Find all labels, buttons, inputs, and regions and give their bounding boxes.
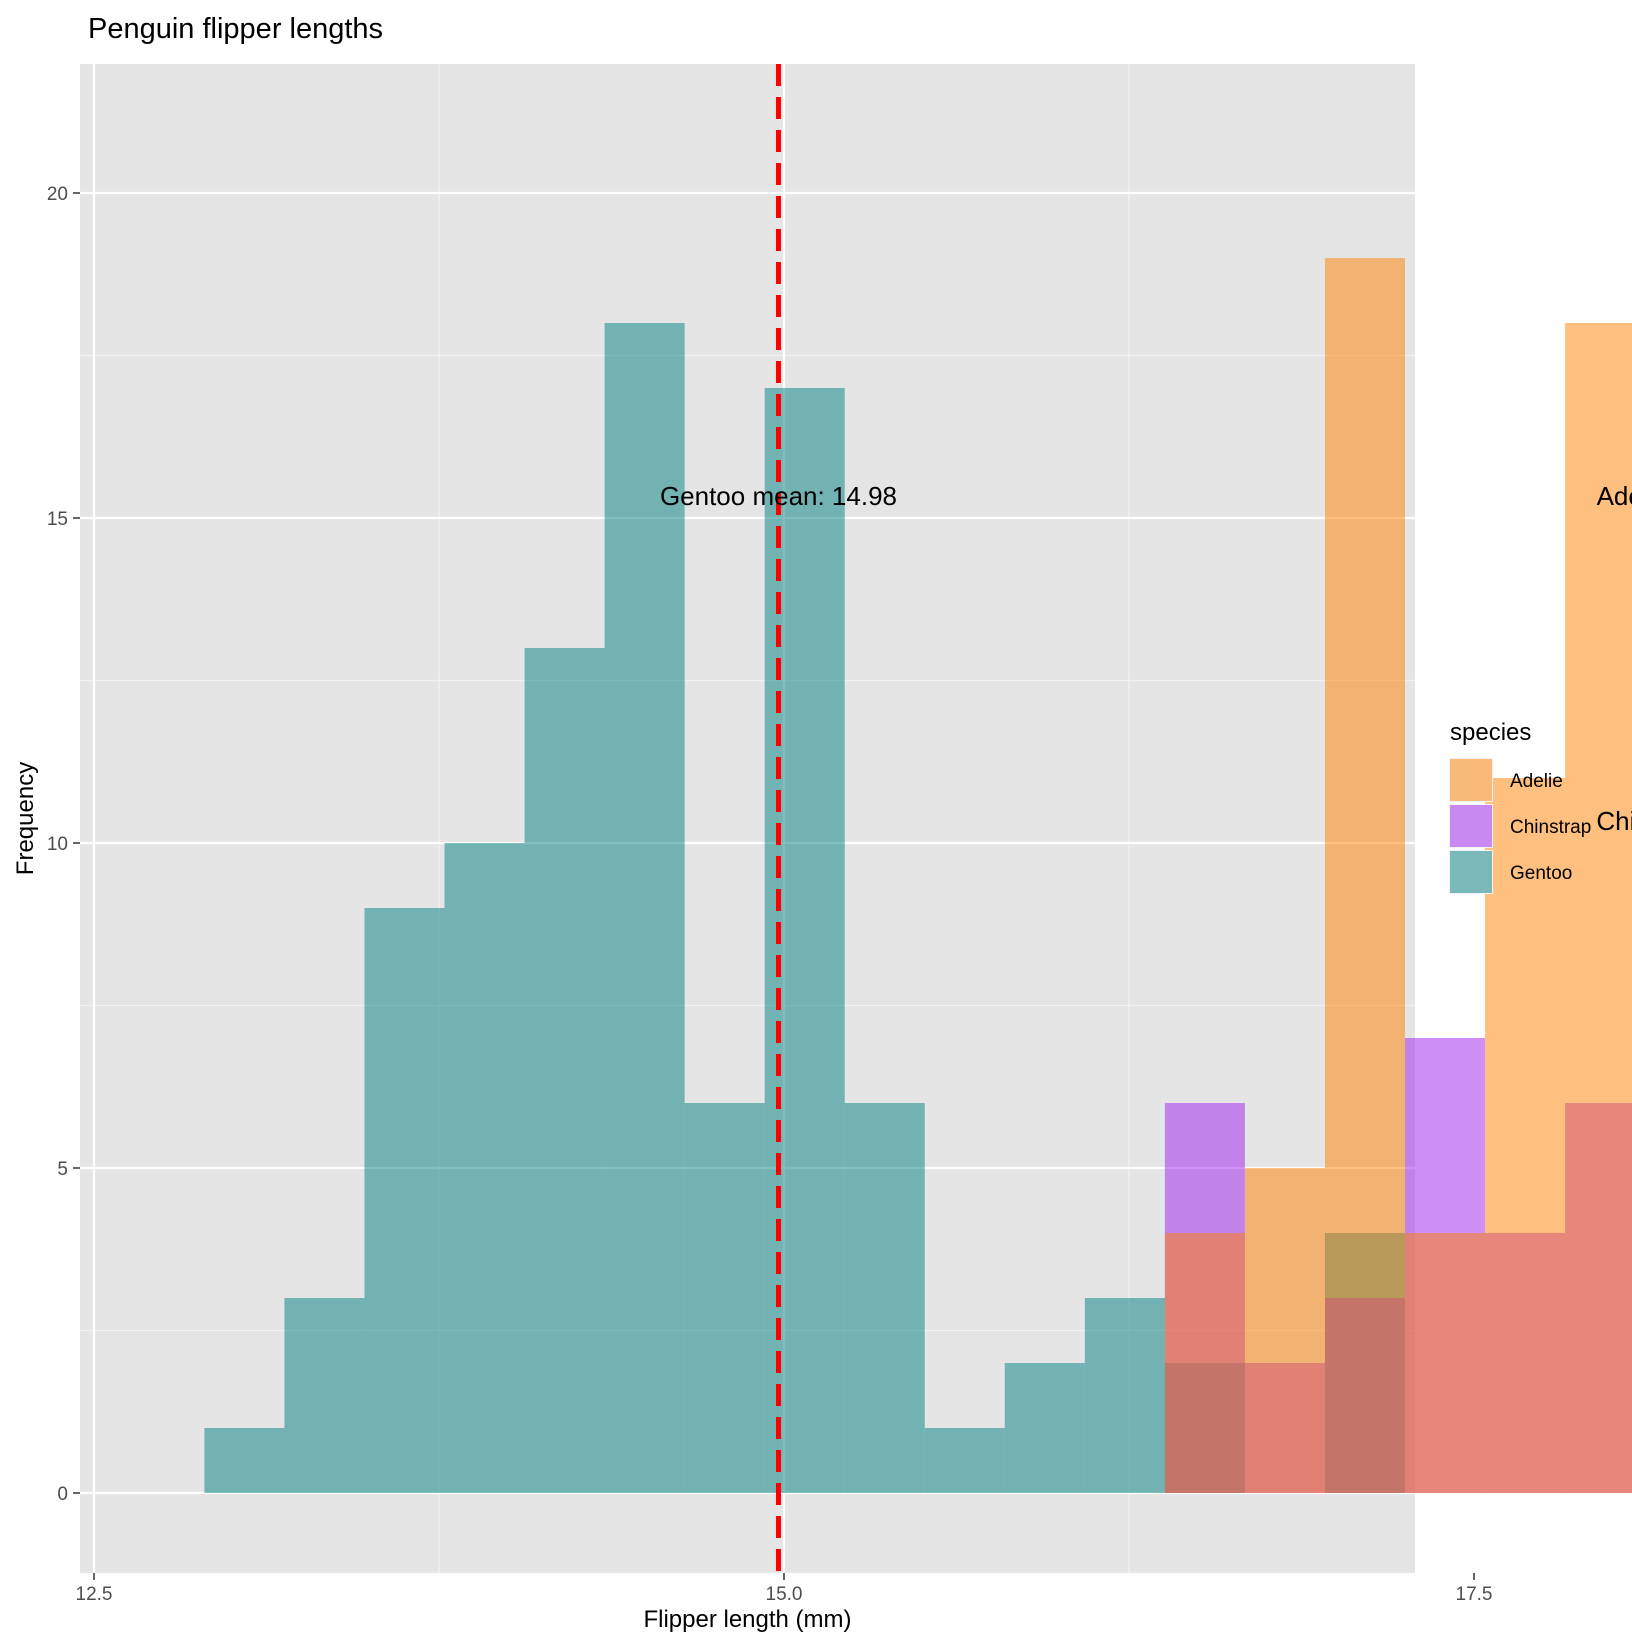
bar-gentoo (204, 1428, 285, 1493)
y-axis: 0 5 10 15 20 (47, 184, 80, 1505)
x-tick-label: 12.5 (76, 1584, 113, 1605)
bar-adelie (1164, 1233, 1245, 1493)
y-tick-label: 0 (57, 1484, 68, 1505)
bar-adelie (1244, 1168, 1325, 1493)
legend-swatch-gentoo (1450, 851, 1492, 893)
chart-title: Penguin flipper lengths (88, 13, 383, 45)
bar-gentoo (1004, 1363, 1085, 1493)
bar-adelie (1485, 778, 1566, 1493)
bar-gentoo (364, 908, 445, 1493)
mean-lines (775, 64, 781, 1573)
legend: species Adelie Chinstrap Gentoo (1449, 719, 1591, 894)
series-adelie (1164, 258, 1632, 1493)
bar-adelie (1405, 1233, 1486, 1493)
bar-gentoo (444, 843, 525, 1493)
bar-gentoo (604, 323, 685, 1493)
bar-gentoo (284, 1298, 365, 1493)
y-tick-label: 5 (57, 1159, 68, 1180)
bar-adelie (1324, 258, 1405, 1493)
y-axis-title: Frequency (12, 762, 39, 875)
bar-gentoo (524, 648, 605, 1493)
mean-label-adelie: Adelie mean: 18.35 (1597, 481, 1632, 511)
legend-label-chinstrap: Chinstrap (1510, 817, 1591, 838)
y-tick-label: 15 (47, 509, 68, 530)
x-axis: 12.515.017.520.0 (76, 1573, 1493, 1605)
x-axis-title: Flipper length (mm) (643, 1606, 851, 1632)
y-tick-label: 10 (47, 834, 68, 855)
legend-label-gentoo: Gentoo (1510, 863, 1572, 884)
bar-gentoo (844, 1103, 925, 1493)
series-gentoo (204, 323, 1405, 1493)
mean-label-gentoo: Gentoo mean: 14.98 (660, 481, 897, 511)
mean-label-chinstrap: Chinstrap mean: 18.42 (1596, 806, 1632, 836)
legend-title: species (1450, 719, 1531, 746)
bar-adelie (1565, 323, 1632, 1493)
histogram-bars (204, 258, 1632, 1493)
legend-swatch-chinstrap (1450, 805, 1492, 847)
x-tick-label: 15.0 (766, 1584, 803, 1605)
legend-swatch-adelie (1450, 759, 1492, 801)
bar-gentoo (924, 1428, 1005, 1493)
x-tick-label: 17.5 (1456, 1584, 1493, 1605)
y-tick-label: 20 (47, 184, 68, 205)
legend-label-adelie: Adelie (1510, 771, 1563, 792)
bar-gentoo (1084, 1298, 1165, 1493)
mean-annotations: Gentoo mean: 14.98 Adelie mean: 18.35 Chin… (660, 481, 1632, 836)
bar-gentoo (684, 1103, 765, 1493)
